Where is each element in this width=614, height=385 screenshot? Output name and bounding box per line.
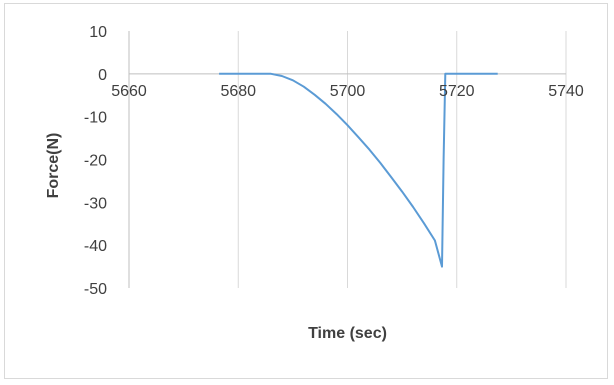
y-tick-label: -20: [84, 153, 107, 170]
x-tick-label: 5680: [220, 83, 256, 100]
y-tick-label: -30: [84, 195, 107, 212]
y-tick-label: 0: [98, 67, 107, 84]
x-tick-label: 5660: [111, 83, 147, 100]
y-tick-label: -40: [84, 238, 107, 255]
y-tick-label: 10: [89, 24, 107, 41]
tick-labels: 10 0 -10 -20 -30 -40 -50 5660 5680 5700 5720 5740: [84, 24, 584, 298]
x-tick-label: 5740: [548, 83, 584, 100]
x-axis-title: Time (sec): [308, 325, 387, 342]
chart-frame: [4, 3, 608, 379]
x-tick-label: 5700: [330, 83, 366, 100]
y-tick-label: -10: [84, 110, 107, 127]
grid-lines: [237, 31, 567, 288]
x-tick-label: 5720: [439, 83, 475, 100]
series-line-0: [219, 72, 498, 268]
y-tick-label: -50: [84, 281, 107, 298]
series-layer: [219, 72, 498, 268]
y-axis-title: Force(N): [45, 133, 62, 199]
